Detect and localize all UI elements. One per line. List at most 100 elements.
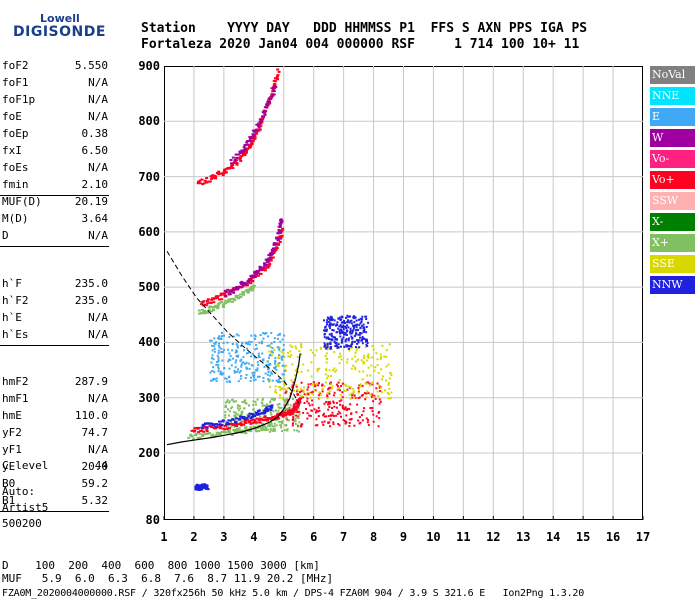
echo-dot-vo <box>291 386 294 389</box>
param-value: N/A <box>88 93 108 106</box>
legend-item-ssw: SSW <box>650 192 695 210</box>
echo-dot-x <box>261 409 264 412</box>
echo-dot-sse <box>307 369 310 372</box>
echo-dot-sse <box>350 367 353 370</box>
param-row-yf2: yF2 74.7 <box>2 425 108 441</box>
y-tick-label: 500 <box>138 280 160 295</box>
echo-dot-x <box>287 407 290 410</box>
echo-dot-e <box>234 366 237 369</box>
echo-dot-nnw <box>358 324 361 327</box>
echo-dot-nnw <box>348 345 351 348</box>
trace-dot-nnw <box>263 410 267 413</box>
echo-dot-vo <box>301 396 304 399</box>
echo-dot-nnw <box>340 328 343 331</box>
param-row-hmf1: hmF1 N/A <box>2 391 108 407</box>
param-row-fof1: foF1 N/A <box>2 75 108 91</box>
echo-dot-sse <box>323 384 326 387</box>
trace-dot-vo <box>257 419 261 422</box>
param-value: 44 <box>94 459 108 472</box>
y-tick-label: 600 <box>138 224 160 239</box>
echo-dot-e <box>237 368 240 371</box>
trace-dot-x <box>211 308 215 311</box>
echo-dot-nnw <box>340 339 343 342</box>
echo-dot-x <box>283 399 286 402</box>
echo-dot-e <box>217 363 220 366</box>
trace-dot-w <box>231 156 235 159</box>
echo-dot-x <box>294 401 297 404</box>
echo-dot-e <box>262 332 265 335</box>
echo-dot-vo <box>344 422 347 425</box>
echo-dot-sse <box>366 374 369 377</box>
echo-dot-sse <box>330 387 333 390</box>
echo-dot-sse <box>369 393 372 396</box>
echo-dot-sse <box>309 349 312 352</box>
echo-dot-sse <box>316 370 319 373</box>
echo-dot-nnw <box>326 336 329 339</box>
echo-dot-vo <box>338 400 341 403</box>
trace-dot-w <box>267 254 271 257</box>
echo-dot-x <box>228 400 231 403</box>
echo-dot-e <box>250 341 253 344</box>
trace-dot-vo <box>249 144 253 147</box>
echo-dot-nnw <box>332 329 335 332</box>
echo-dot-e <box>216 337 219 340</box>
trace-dot-w <box>280 219 284 222</box>
echo-dot-e <box>239 359 242 362</box>
echo-dot-e <box>222 334 225 337</box>
trace-dot-w <box>257 122 261 125</box>
echo-dot-vo <box>344 420 347 423</box>
echo-dot-e <box>217 359 220 362</box>
echo-dot-e <box>278 354 281 357</box>
echo-dot-e <box>225 377 228 380</box>
echo-dot-e <box>256 361 259 364</box>
echo-dot-e <box>271 379 274 382</box>
echo-dot-sse <box>351 357 354 360</box>
trace-dot-nnw <box>248 412 252 415</box>
echo-dot-x <box>297 407 300 410</box>
echo-dot-e <box>215 377 218 380</box>
echo-dot-vo <box>300 425 303 428</box>
echo-dot-e <box>282 355 285 358</box>
trace-dot-vo <box>219 292 223 295</box>
echo-dot-nnw <box>347 347 350 350</box>
echo-dot-e <box>274 362 277 365</box>
trace-dot-x <box>197 309 201 312</box>
echo-dot-e <box>235 333 238 336</box>
trace-dot-x <box>216 306 220 309</box>
echo-dot-e <box>226 380 229 383</box>
trace-dot-vo <box>275 77 279 80</box>
trace-dot-nnw <box>228 419 232 422</box>
trace-dot-x <box>194 434 198 437</box>
echo-dot-nnw <box>362 329 365 332</box>
trace-dot-vo <box>248 146 252 149</box>
param-value: 5.32 <box>81 494 109 507</box>
echo-dot-vo <box>331 411 334 414</box>
trace-dot-x <box>190 435 194 438</box>
trace-dot-w <box>248 136 252 139</box>
echo-dot-nnw <box>331 335 334 338</box>
echo-dot-sse <box>333 351 336 354</box>
echo-dot-vo <box>341 405 344 408</box>
trace-dot-x <box>213 434 217 437</box>
scaled-trace-line <box>166 353 301 446</box>
trace-dot-vo <box>200 429 204 432</box>
trace-dot-vo <box>249 282 253 285</box>
echo-dot-e <box>249 379 252 382</box>
echo-dot-nnw <box>340 325 343 328</box>
echo-dot-vo <box>360 394 363 397</box>
echo-dot-sse <box>381 344 384 347</box>
echo-dot-sse <box>387 397 390 400</box>
echo-dot-sse <box>280 387 283 390</box>
echo-dot-e <box>266 344 269 347</box>
echo-dot-e <box>236 370 239 373</box>
trace-dot-vo <box>211 297 215 300</box>
echo-dot-e <box>243 349 246 352</box>
echo-dot-vo <box>375 415 378 418</box>
echo-dot-nnw <box>349 331 352 334</box>
trace-dot-vo <box>263 112 267 115</box>
echo-dot-e <box>240 374 243 377</box>
echo-dot-sse <box>311 393 314 396</box>
echo-dot-vo <box>370 395 373 398</box>
echo-dot-e <box>211 344 214 347</box>
echo-dot-x <box>224 401 227 404</box>
